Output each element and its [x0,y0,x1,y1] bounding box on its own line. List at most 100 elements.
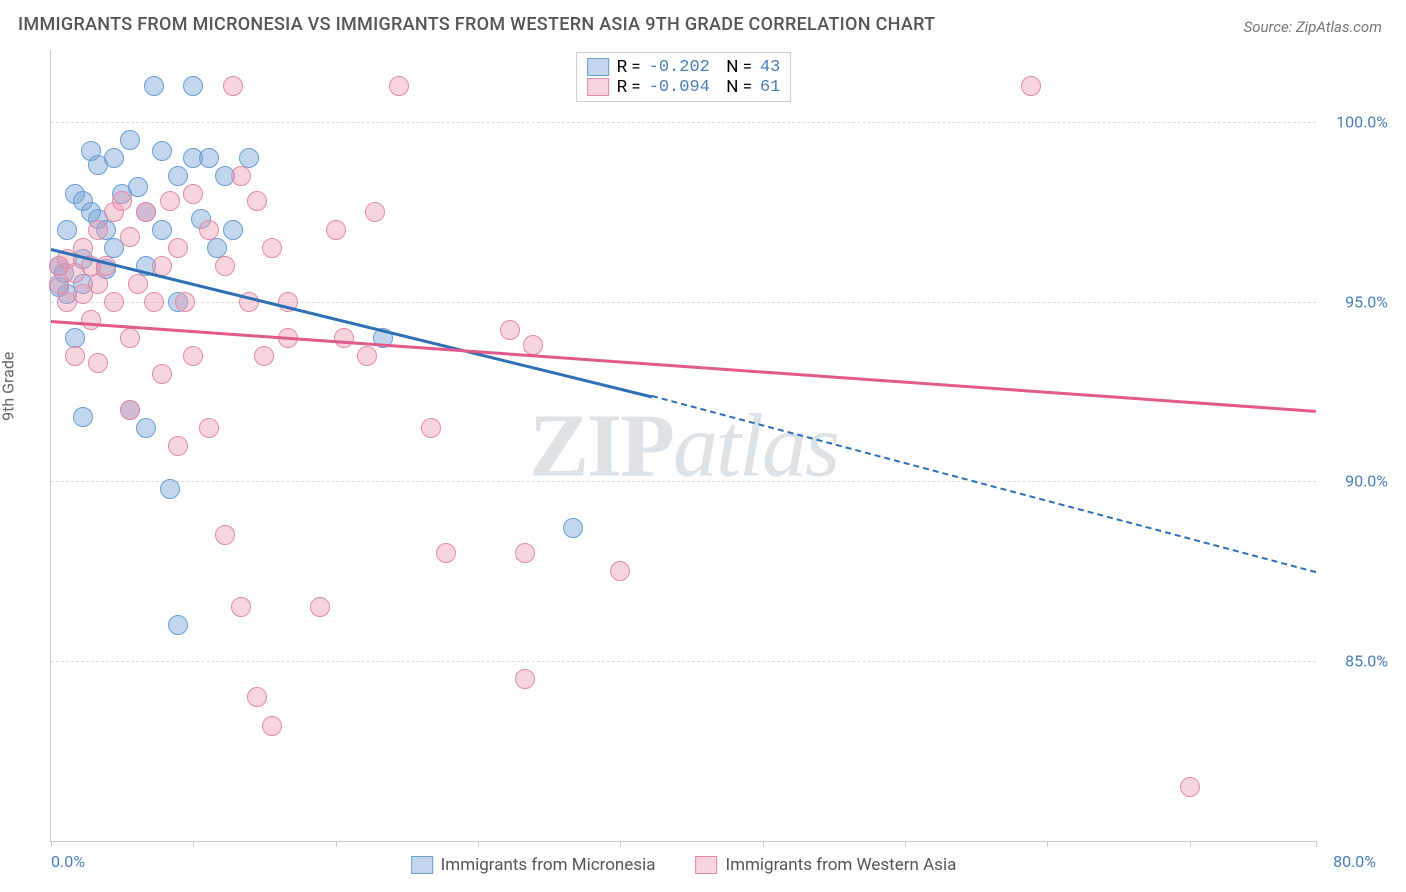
scatter-point [136,418,156,438]
scatter-point [160,479,180,499]
scatter-point [128,177,148,197]
scatter-point [199,418,219,438]
x-tick-mark [905,841,906,847]
scatter-point [215,525,235,545]
gridline [51,481,1316,482]
x-tick-mark [478,841,479,847]
scatter-point [104,292,124,312]
y-tick-label: 90.0% [1328,472,1388,491]
scatter-point [128,274,148,294]
scatter-point [389,76,409,96]
legend-label: Immigrants from Western Asia [725,855,956,875]
scatter-point [120,227,140,247]
scatter-point [152,220,172,240]
stat-r-value: -0.202 [649,58,710,77]
stat-r-value: -0.094 [649,78,710,97]
scatter-point [523,335,543,355]
scatter-point [104,148,124,168]
scatter-point [152,364,172,384]
scatter-point [168,436,188,456]
scatter-point [160,191,180,211]
legend-swatch [411,856,433,874]
scatter-point [436,543,456,563]
scatter-point [1180,777,1200,797]
scatter-point [88,220,108,240]
stat-n-value: 61 [760,78,780,97]
scatter-point [120,328,140,348]
source-label: Source: ZipAtlas.com [1244,18,1382,36]
scatter-point [65,346,85,366]
legend-label: Immigrants from Micronesia [441,855,656,875]
scatter-point [183,184,203,204]
scatter-point [247,687,267,707]
scatter-point [334,328,354,348]
scatter-point [144,76,164,96]
legend-item: Immigrants from Micronesia [411,855,656,875]
stat-r-label: R = [617,57,641,77]
stat-n-label: N = [718,77,752,97]
trend-line [51,248,653,398]
x-tick-mark [1047,841,1048,847]
scatter-point [231,597,251,617]
scatter-point [421,418,441,438]
scatter-point [168,615,188,635]
watermark-bold: ZIP [529,396,673,495]
scatter-point [239,148,259,168]
x-tick-mark [193,841,194,847]
x-tick-mark [763,841,764,847]
scatter-point [231,166,251,186]
scatter-point [515,669,535,689]
y-tick-label: 100.0% [1328,112,1388,131]
scatter-point [57,220,77,240]
scatter-point [144,292,164,312]
trend-line [51,320,1316,413]
scatter-point [175,292,195,312]
scatter-point [247,191,267,211]
y-tick-label: 95.0% [1328,292,1388,311]
y-tick-label: 85.0% [1328,652,1388,671]
scatter-point [120,400,140,420]
scatter-point [563,518,583,538]
gridline [51,122,1316,123]
scatter-point [262,238,282,258]
scatter-point [88,274,108,294]
plot-area: ZIPatlas R = -0.202 N = 43R = -0.094 N =… [50,50,1316,842]
scatter-point [199,148,219,168]
stat-n-label: N = [718,57,752,77]
scatter-point [223,76,243,96]
legend-swatch [695,856,717,874]
scatter-point [168,238,188,258]
scatter-point [112,191,132,211]
scatter-point [73,407,93,427]
series-legend: Immigrants from Micronesia Immigrants fro… [411,855,957,875]
scatter-point [365,202,385,222]
trend-line [652,395,1317,573]
gridline [51,661,1316,662]
scatter-point [120,130,140,150]
scatter-point [357,346,377,366]
scatter-point [515,543,535,563]
watermark-light: atlas [673,396,838,495]
stat-r-label: R = [617,77,641,97]
scatter-point [199,220,219,240]
stats-legend: R = -0.202 N = 43R = -0.094 N = 61 [576,52,792,102]
stats-row: R = -0.094 N = 61 [587,77,781,97]
scatter-point [183,76,203,96]
scatter-point [1021,76,1041,96]
stats-row: R = -0.202 N = 43 [587,57,781,77]
y-axis-label: 9th Grade [0,352,18,421]
scatter-point [326,220,346,240]
scatter-point [152,141,172,161]
scatter-point [500,320,520,340]
legend-item: Immigrants from Western Asia [695,855,956,875]
chart-title: IMMIGRANTS FROM MICRONESIA VS IMMIGRANTS… [18,14,935,35]
x-tick-mark [51,841,52,847]
scatter-point [183,346,203,366]
x-axis-min-label: 0.0% [51,852,85,871]
scatter-point [610,561,630,581]
x-axis-max-label: 80.0% [1333,852,1376,871]
scatter-point [254,346,274,366]
x-tick-mark [336,841,337,847]
x-tick-mark [1190,841,1191,847]
stat-n-value: 43 [760,58,780,77]
